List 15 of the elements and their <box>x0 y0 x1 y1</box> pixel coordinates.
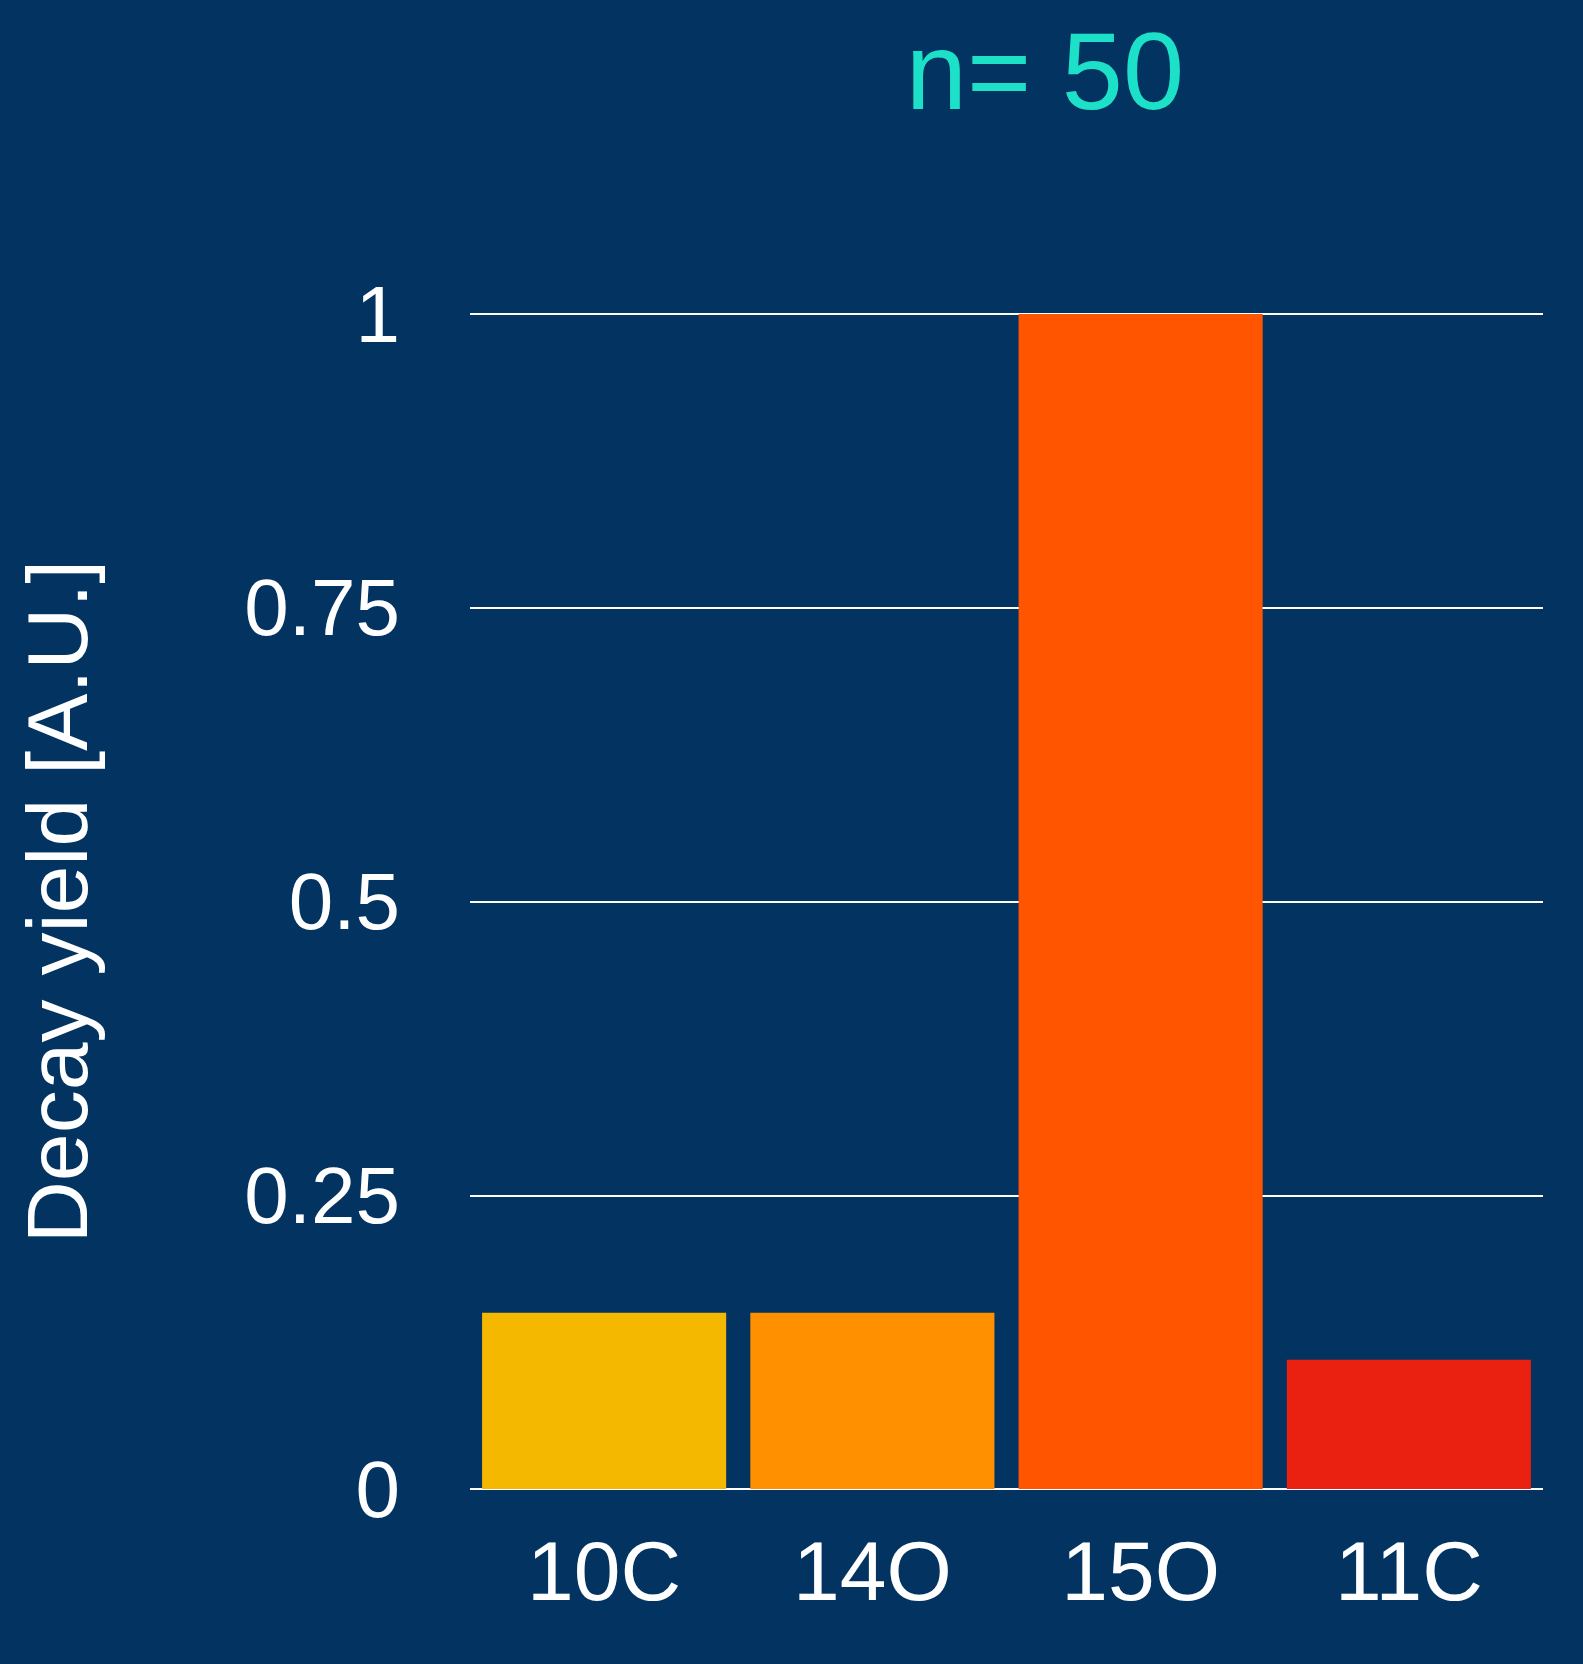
y-tick-label: 0.25 <box>244 1150 400 1240</box>
y-tick-label: 0.5 <box>288 857 400 946</box>
x-tick-label: 10C <box>527 1524 682 1618</box>
y-tick-label: 0.75 <box>244 563 400 653</box>
x-tick-label: 11C <box>1334 1524 1483 1618</box>
bar <box>750 1312 995 1489</box>
y-axis-title: Decay yield [A.U.] <box>9 559 105 1244</box>
x-tick-label: 15O <box>1061 1524 1221 1618</box>
bar <box>1018 314 1263 1489</box>
y-tick-label: 0 <box>355 1444 400 1534</box>
bar <box>482 1312 727 1489</box>
y-tick-label: 1 <box>355 269 400 359</box>
bar <box>1286 1359 1531 1489</box>
x-tick-label: 14O <box>792 1524 952 1618</box>
chart-title: n= 50 <box>905 8 1185 132</box>
